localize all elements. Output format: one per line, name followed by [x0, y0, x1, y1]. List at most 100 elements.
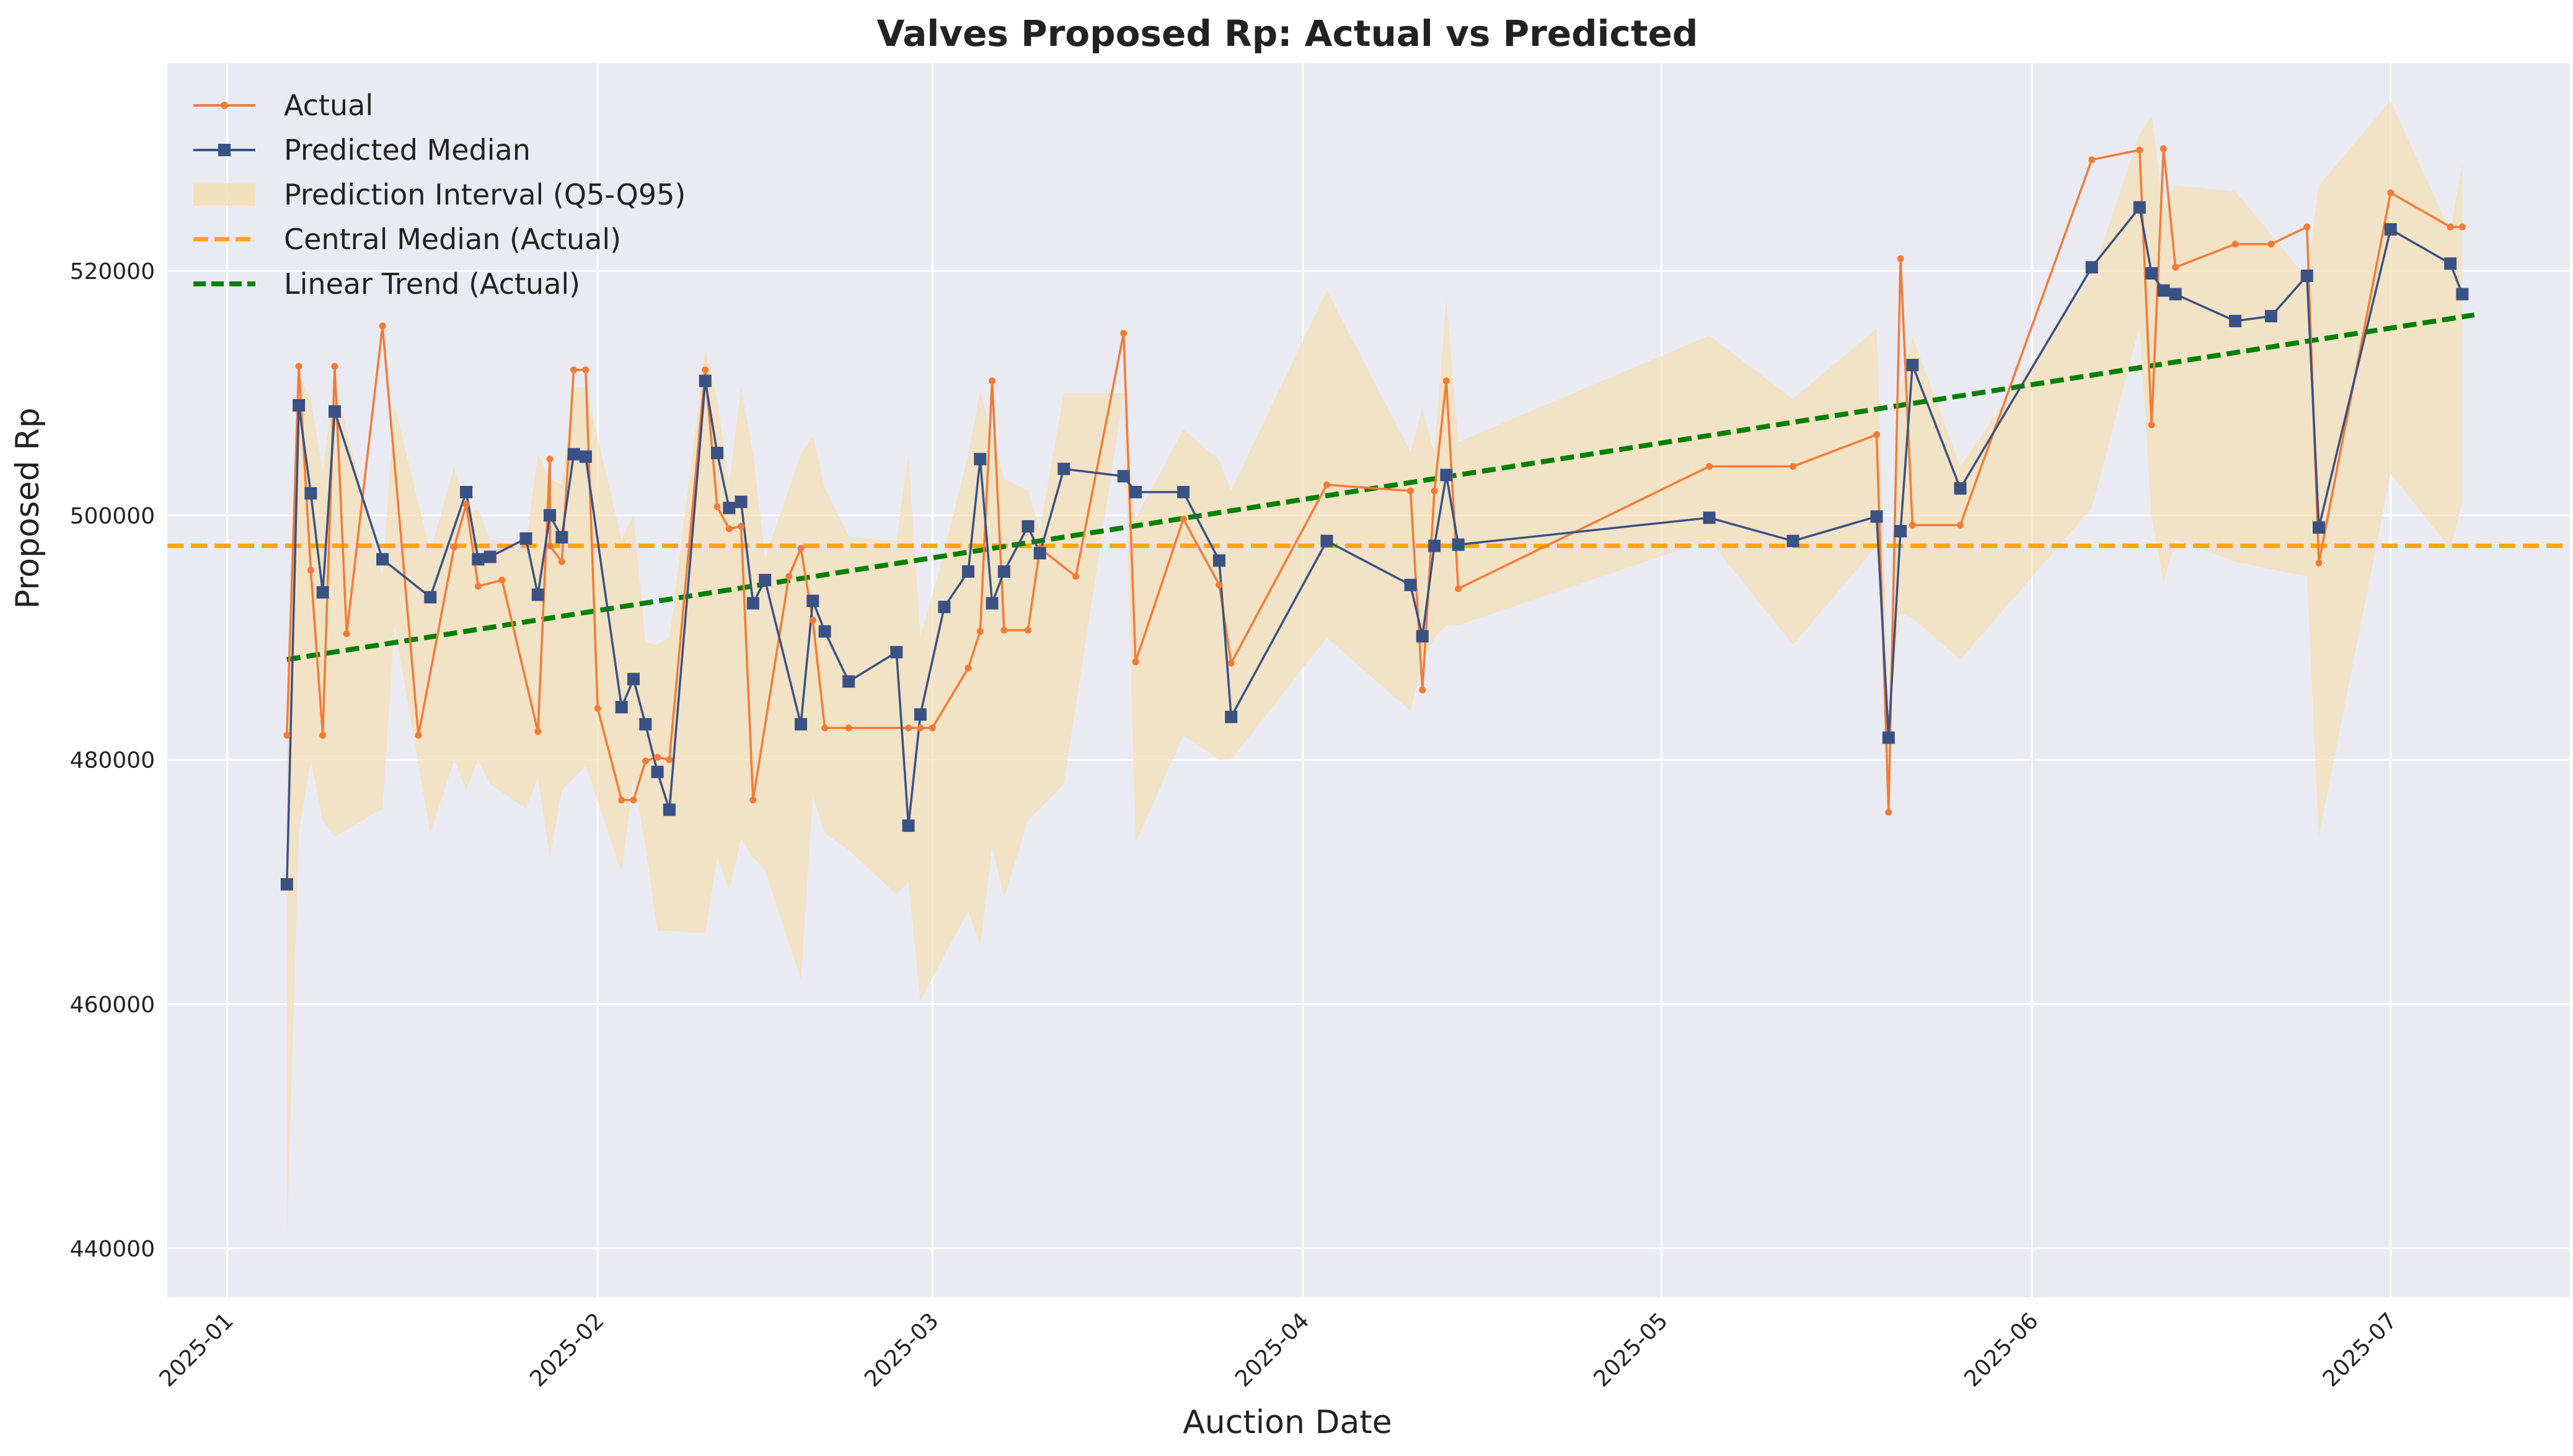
- predicted-point: [1870, 510, 1883, 523]
- y-tick-label: 500000: [70, 503, 155, 529]
- y-tick-label: 440000: [70, 1237, 155, 1262]
- actual-point: [654, 754, 661, 761]
- actual-point: [929, 724, 936, 731]
- predicted-point: [902, 819, 915, 832]
- predicted-point: [914, 708, 927, 721]
- x-axis-label: Auction Date: [1183, 1404, 1392, 1441]
- actual-point: [2231, 240, 2239, 248]
- predicted-point: [1894, 525, 1907, 538]
- actual-point: [594, 705, 601, 712]
- actual-point: [821, 724, 829, 731]
- actual-point: [498, 576, 506, 584]
- actual-point: [2160, 145, 2167, 152]
- actual-point: [1072, 573, 1080, 580]
- predicted-point: [1452, 538, 1465, 551]
- linear-trend-line: [286, 312, 2475, 662]
- actual-point: [1406, 487, 1414, 495]
- predicted-point: [1882, 731, 1895, 744]
- predicted-point: [2264, 310, 2277, 323]
- predicted-point: [1428, 539, 1441, 552]
- actual-point: [738, 523, 745, 530]
- predicted-point: [735, 495, 748, 508]
- actual-point: [2387, 189, 2394, 196]
- actual-point: [2172, 263, 2179, 271]
- predicted-point: [579, 450, 592, 463]
- y-tick-label: 480000: [70, 748, 155, 774]
- actual-point: [2315, 559, 2323, 567]
- predicted-point: [531, 588, 544, 601]
- actual-point: [2088, 156, 2096, 164]
- actual-point: [379, 322, 386, 330]
- predicted-point: [1416, 630, 1429, 643]
- y-axis-ticks: 440000 460000 480000 500000 520000: [70, 259, 155, 1262]
- predicted-point: [1117, 470, 1130, 483]
- predicted-point: [424, 591, 437, 604]
- predicted-point: [2145, 267, 2158, 280]
- predicted-point: [2384, 223, 2397, 236]
- predicted-points: [280, 201, 2469, 891]
- predicted-point: [639, 718, 652, 731]
- actual-point: [1120, 330, 1128, 337]
- y-tick-label: 520000: [70, 259, 155, 285]
- predicted-point: [663, 803, 676, 816]
- predicted-point: [746, 597, 759, 610]
- predicted-point: [1786, 534, 1799, 547]
- predicted-point: [997, 565, 1010, 578]
- legend-swatch: [193, 183, 255, 206]
- predicted-point: [483, 550, 497, 563]
- actual-point: [1132, 658, 1139, 666]
- actual-point: [546, 456, 554, 463]
- actual-point: [1024, 627, 1031, 634]
- predicted-point: [711, 446, 724, 459]
- actual-point: [785, 573, 793, 580]
- predicted-point: [890, 646, 903, 659]
- predicted-point: [818, 625, 831, 638]
- predicted-point: [280, 878, 293, 891]
- actual-point: [917, 724, 924, 731]
- actual-point: [702, 366, 709, 374]
- predicted-point: [1022, 520, 1035, 533]
- actual-point: [713, 503, 721, 511]
- actual-point: [283, 731, 291, 739]
- actual-point: [797, 545, 805, 552]
- predicted-point: [651, 766, 664, 779]
- predicted-point: [699, 374, 712, 387]
- actual-point: [307, 567, 314, 574]
- predicted-point: [627, 673, 640, 686]
- legend-label: Predicted Median: [284, 133, 531, 167]
- predicted-point: [2456, 288, 2469, 301]
- predicted-point: [376, 553, 389, 566]
- actual-point: [1442, 377, 1450, 385]
- predicted-point: [842, 675, 855, 688]
- actual-point: [905, 724, 912, 731]
- prediction-interval-band: [286, 101, 2463, 1239]
- actual-point: [1455, 585, 1462, 593]
- predicted-point: [555, 531, 568, 544]
- actual-point: [1180, 515, 1187, 523]
- actual-point: [1909, 521, 1916, 529]
- legend-label: Actual: [284, 89, 373, 122]
- actual-point: [546, 542, 554, 550]
- legend-item-trend: Linear Trend (Actual): [193, 267, 580, 301]
- predicted-point: [328, 405, 341, 418]
- y-tick-label: 460000: [70, 992, 155, 1018]
- actual-point: [964, 664, 972, 672]
- actual-point: [1000, 627, 1008, 634]
- actual-point: [2303, 223, 2311, 231]
- predicted-point: [544, 509, 557, 522]
- predicted-point: [472, 553, 485, 566]
- actual-point: [749, 796, 757, 804]
- legend-item-interval: Prediction Interval (Q5-Q95): [193, 178, 686, 211]
- predicted-point: [2133, 201, 2146, 214]
- actual-point: [2458, 223, 2466, 231]
- predicted-point: [2085, 261, 2098, 274]
- predicted-point: [1057, 462, 1070, 475]
- actual-point: [989, 377, 996, 385]
- predicted-point: [2169, 288, 2182, 301]
- actual-point: [1897, 255, 1904, 262]
- legend-item-predicted: Predicted Median: [193, 133, 531, 167]
- actual-point: [1419, 686, 1426, 694]
- legend-item-median: Central Median (Actual): [193, 223, 621, 256]
- predicted-point: [1033, 547, 1046, 560]
